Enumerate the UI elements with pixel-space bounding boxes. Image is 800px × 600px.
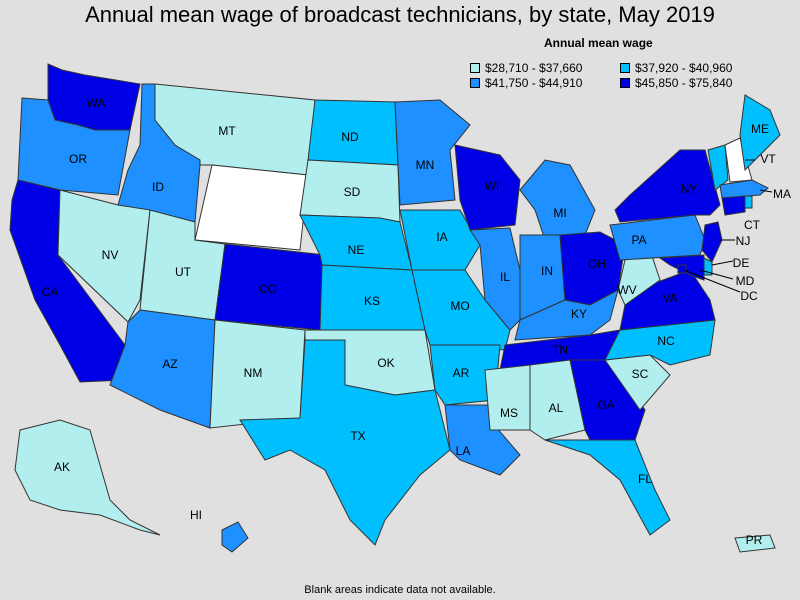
legend-item-tier3: $41,750 - $44,910 [470,75,620,90]
state-label-tx: TX [350,429,365,443]
state-label-ma: MA [773,187,791,201]
state-label-nj: NJ [736,234,751,248]
leader-line-ma [759,189,773,193]
legend-item-tier2: $37,920 - $40,960 [620,60,770,75]
legend-item-tier1: $28,710 - $37,660 [470,60,620,75]
state-label-ny: NY [681,182,698,196]
state-wi [454,144,521,231]
legend-swatch-tier2 [620,62,630,73]
state-label-md: MD [736,274,755,288]
state-label-id: ID [152,180,164,194]
state-mo [411,269,511,351]
state-label-ms: MS [500,406,518,420]
state-label-sd: SD [344,185,361,199]
state-dc [677,264,687,274]
state-label-mn: MN [416,158,435,172]
leader-line-dc [683,269,741,293]
state-label-nc: NC [657,334,675,348]
state-label-az: AZ [162,357,177,371]
state-label-nm: NM [244,366,263,380]
state-mn [394,99,471,206]
legend-label-tier2: $37,920 - $40,960 [635,60,733,75]
state-ia [399,209,481,271]
state-label-fl: FL [638,472,652,486]
state-ms [484,364,531,431]
state-label-de: DE [733,256,750,270]
state-pr [734,534,776,553]
state-ri [744,195,753,209]
state-label-il: IL [500,270,510,284]
state-label-wi: WI [485,179,500,193]
state-label-ar: AR [453,366,470,380]
state-label-va: VA [662,291,677,305]
state-labels: WA OR CA ID NV MT UT AZ CO NM ND SD NE KS OK TX MN IA MO AR… [42,96,791,547]
state-ny [614,149,721,223]
state-me [739,94,781,172]
state-label-ct: CT [744,218,761,232]
state-label-mi: MI [553,206,566,220]
state-tx [239,339,451,546]
state-al [529,359,586,441]
state-label-ia: IA [436,230,447,244]
state-label-mo: MO [450,299,469,313]
state-label-pa: PA [631,233,646,247]
state-nv [57,189,151,323]
state-label-ak: AK [54,460,70,474]
state-fl [544,439,671,536]
state-shapes [9,63,781,553]
state-label-nd: ND [341,130,359,144]
state-label-hi: HI [190,508,202,522]
state-label-co: CO [259,282,277,296]
state-label-ks: KS [364,294,380,308]
state-label-nv: NV [102,248,119,262]
state-label-mt: MT [218,124,236,138]
state-label-pr: PR [746,533,763,547]
state-vt [707,144,729,191]
state-label-ca: CA [42,285,59,299]
legend-label-tier1: $28,710 - $37,660 [485,60,583,75]
state-wv [617,249,661,306]
legend-title: Annual mean wage [544,36,653,50]
state-label-ky: KY [571,307,587,321]
map-title: Annual mean wage of broadcast technician… [85,2,715,27]
legend-swatch-tier1 [470,62,480,73]
legend-swatch-tier3 [470,77,480,88]
state-ct [721,195,746,216]
legend-swatch-tier4 [620,77,630,88]
state-label-sc: SC [632,367,649,381]
state-wy [194,164,309,251]
state-il [469,227,521,331]
state-label-la: LA [456,444,471,458]
state-ky [514,289,619,341]
state-mi [519,159,596,241]
legend-label-tier3: $41,750 - $44,910 [485,75,583,90]
state-ar [429,344,501,406]
state-label-vt: VT [760,152,776,166]
state-label-ne: NE [348,243,365,257]
state-label-ut: UT [175,265,192,279]
state-label-wv: WV [617,283,636,297]
state-label-in: IN [541,264,553,278]
state-label-or: OR [69,152,87,166]
state-label-dc: DC [740,289,758,303]
state-label-al: AL [549,401,564,415]
state-label-tn: TN [552,343,568,357]
state-hi [221,521,249,553]
state-ma [719,179,769,199]
leader-line-de [711,260,734,266]
state-ak [14,419,161,536]
legend-label-tier4: $45,850 - $75,840 [635,75,733,90]
state-label-oh: OH [588,257,606,271]
state-label-wa: WA [87,96,106,110]
state-nj [701,221,723,263]
legend: Annual mean wage $28,710 - $37,660 $37,9… [470,36,790,90]
legend-item-tier4: $45,850 - $75,840 [620,75,770,90]
state-label-ok: OK [377,356,394,370]
state-label-ga: GA [597,398,614,412]
state-label-me: ME [751,122,769,136]
leader-line-md [699,269,734,280]
footnote: Blank areas indicate data not available. [304,584,496,596]
